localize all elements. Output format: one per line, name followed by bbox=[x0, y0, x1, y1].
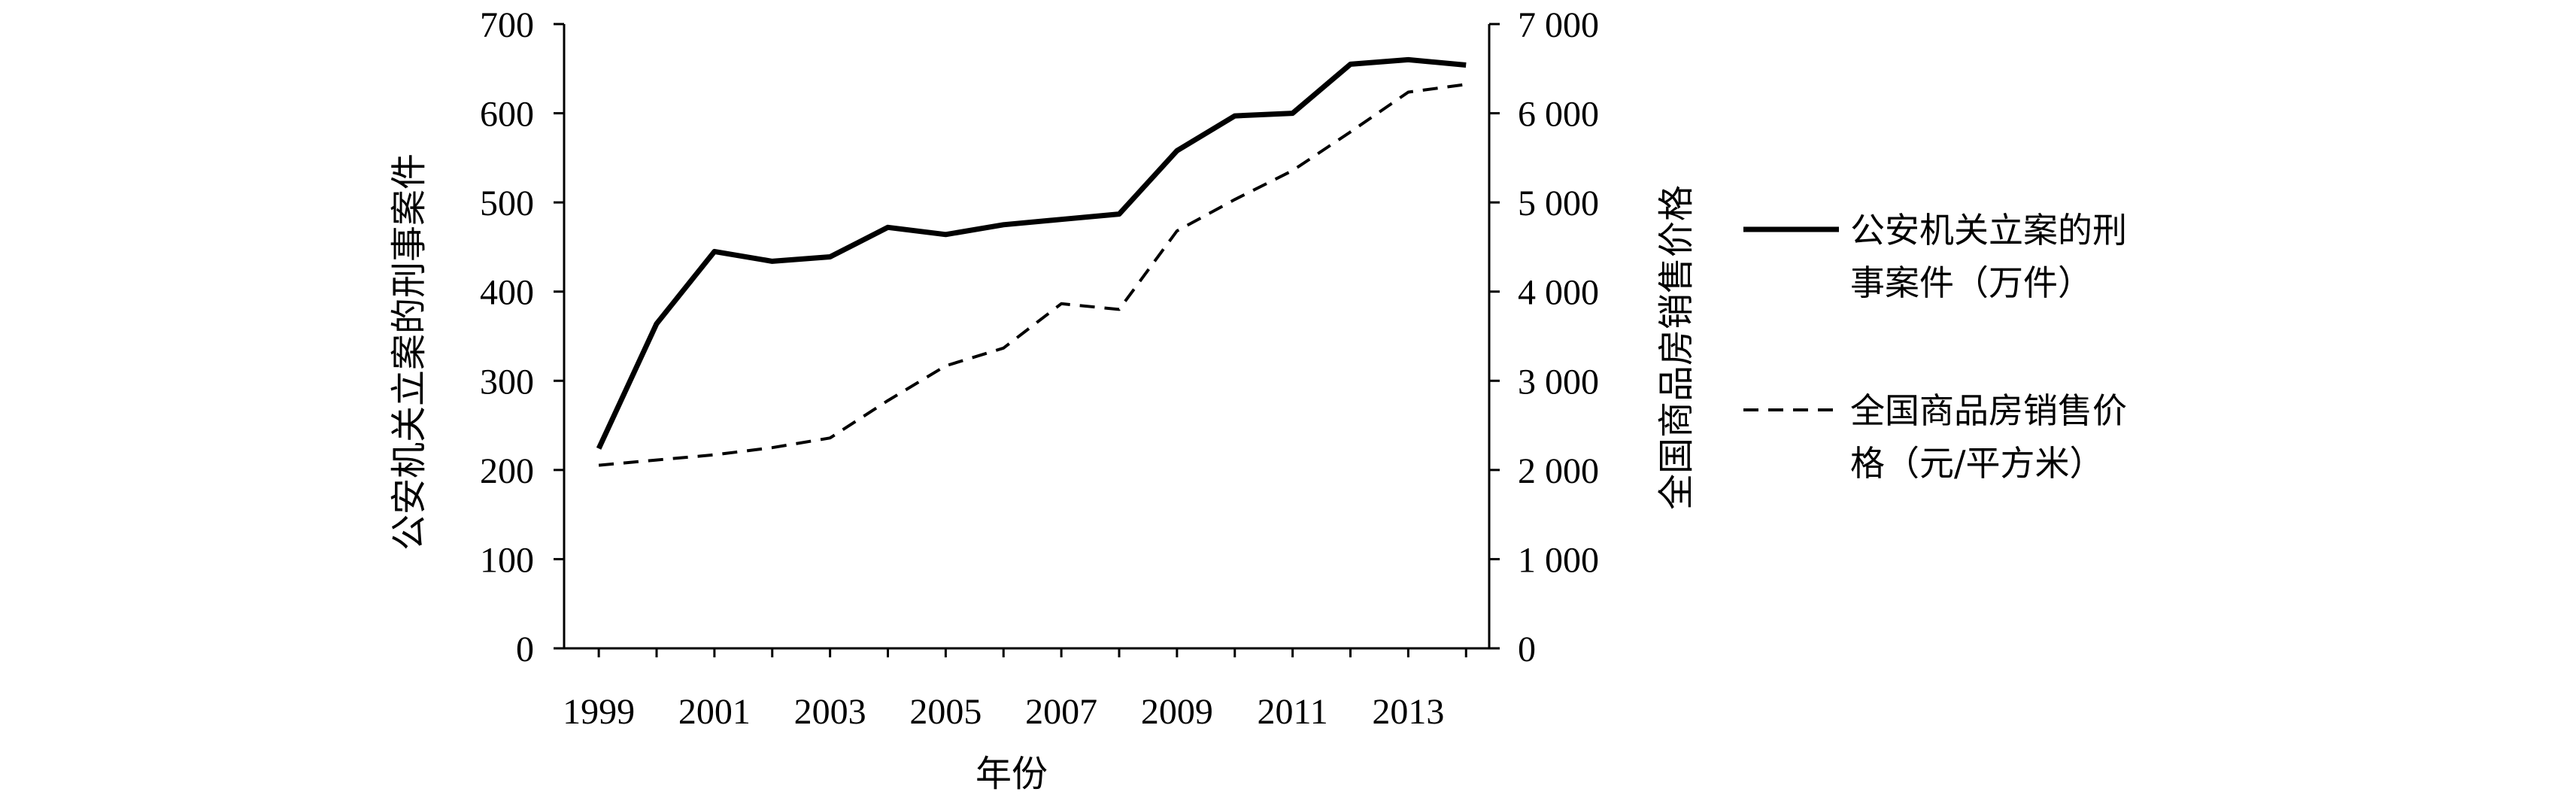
left-y-tick-label: 600 bbox=[480, 95, 534, 135]
left-y-axis-title: 公安机关立案的刑事案件 bbox=[388, 153, 430, 551]
left-y-tick-label: 200 bbox=[480, 451, 534, 491]
right-y-axis-title: 全国商品房销售价格 bbox=[1655, 185, 1698, 510]
x-tick-label: 2003 bbox=[794, 692, 866, 732]
x-tick-label: 2005 bbox=[909, 692, 982, 732]
right-y-tick-label: 2 000 bbox=[1518, 451, 1599, 491]
left-y-tick-label: 500 bbox=[480, 184, 534, 223]
legend-label-series-2-line-2: 格（元/平方米） bbox=[1850, 443, 2104, 484]
right-y-tick-label: 5 000 bbox=[1518, 184, 1599, 223]
right-y-tick-label: 1 000 bbox=[1518, 540, 1599, 580]
x-tick-label: 2013 bbox=[1372, 692, 1444, 732]
right-y-tick-label: 0 bbox=[1518, 630, 1536, 669]
x-tick-label: 2011 bbox=[1258, 692, 1328, 732]
x-tick-label: 1999 bbox=[563, 692, 635, 732]
legend-label-series-1-line-1: 公安机关立案的刑 bbox=[1850, 210, 2127, 250]
legend: 公安机关立案的刑 事案件（万件） 全国商品房销售价 格（元/平方米） bbox=[1743, 210, 2127, 484]
left-y-tick-label: 400 bbox=[480, 273, 534, 313]
left-y-tick-label: 700 bbox=[480, 5, 534, 45]
left-y-tick-label: 100 bbox=[480, 540, 534, 580]
right-y-tick-label: 6 000 bbox=[1518, 95, 1599, 135]
right-y-tick-label: 7 000 bbox=[1518, 5, 1599, 45]
x-tick-label: 2007 bbox=[1025, 692, 1097, 732]
series-2-line bbox=[598, 83, 1467, 467]
right-y-tick-label: 3 000 bbox=[1518, 362, 1599, 402]
series-lines-group bbox=[596, 56, 1467, 467]
x-tick-label: 2009 bbox=[1141, 692, 1213, 732]
left-y-tick-label: 300 bbox=[480, 362, 534, 402]
legend-label-series-1-line-2: 事案件（万件） bbox=[1850, 262, 2092, 303]
legend-label-series-2-line-1: 全国商品房销售价 bbox=[1850, 390, 2127, 431]
x-axis-title: 年份 bbox=[975, 753, 1048, 794]
right-y-tick-label: 4 000 bbox=[1518, 273, 1599, 313]
tick-labels-group: 0 100 200 300 400 500 600 700 0 1 000 2 000 3 000 4 … bbox=[480, 5, 1599, 732]
x-tick-label: 2001 bbox=[678, 692, 751, 732]
left-y-tick-label: 0 bbox=[516, 630, 534, 669]
series-1-line bbox=[596, 56, 1467, 450]
axes-group bbox=[554, 23, 1500, 657]
